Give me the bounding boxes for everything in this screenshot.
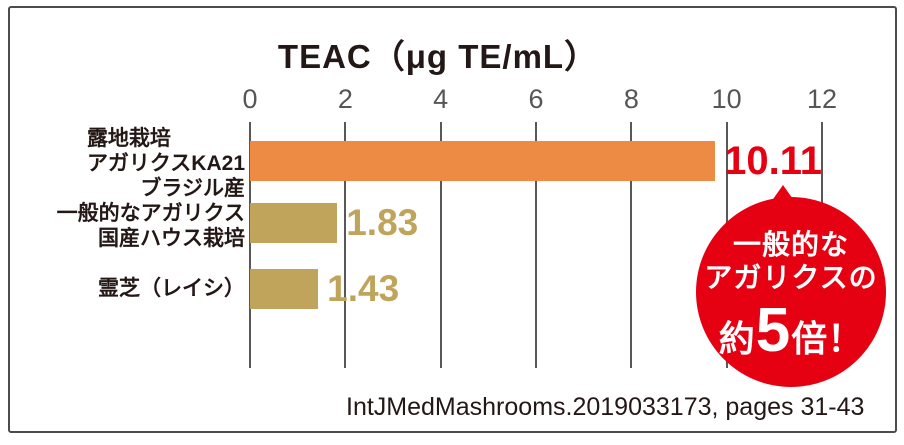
badge-text-line: 一般的な <box>732 229 849 260</box>
source-citation: IntJMedMashrooms.2019033173, pages 31-43 <box>346 393 865 421</box>
bar-row-reishi: 1.43 <box>250 268 822 309</box>
callout-badge: 一般的な アガリクスの 約 5 倍！ <box>696 185 886 387</box>
gridline <box>630 122 633 368</box>
x-axis-tick-label: 4 <box>433 84 449 114</box>
bar-label-agaricus-ka21: 露地栽培 アガリクスKA21 ブラジル産 <box>0 126 245 201</box>
bar-value-agaricus-ka21: 10.11 <box>724 138 822 183</box>
x-axis-tick-label: 12 <box>806 84 838 114</box>
bar-value-common-agaricus: 1.83 <box>346 202 419 243</box>
bar-label-line: 国産ハウス栽培 <box>98 227 245 250</box>
x-axis-tick-label: 10 <box>711 84 742 114</box>
badge-text-line: アガリクスの <box>704 262 878 293</box>
gridline <box>249 122 251 368</box>
badge-number: 5 <box>755 296 791 365</box>
badge-suffix-text: 倍！ <box>791 318 864 359</box>
x-axis-tick-label: 6 <box>528 84 544 114</box>
plot-area: 10.11 1.83 1.43 <box>249 122 823 368</box>
gridline <box>344 122 347 368</box>
bar-row-agaricus-ka21: 10.11 <box>250 138 822 183</box>
x-axis: 0 2 4 6 8 10 12 <box>242 84 837 114</box>
bar-label-line: ブラジル産 <box>140 177 245 200</box>
gridline <box>439 122 442 368</box>
bar-label-line: 霊芝（レイシ） <box>98 277 245 300</box>
bar-label-common-agaricus: 一般的なアガリクス 国産ハウス栽培 <box>0 201 245 251</box>
badge-text-multiplier: 約 5 倍！ <box>719 300 864 362</box>
bar-label-reishi: 霊芝（レイシ） <box>0 276 245 301</box>
x-axis-tick-label: 8 <box>623 84 639 114</box>
bar-agaricus-ka21 <box>250 141 716 181</box>
x-axis-tick-label: 2 <box>337 84 353 114</box>
gridline <box>535 122 537 368</box>
chart-title: TEAC（μg TE/mL） <box>277 38 599 75</box>
bar-row-common-agaricus: 1.83 <box>250 202 822 243</box>
bar-reishi <box>250 269 319 309</box>
bar-common-agaricus <box>250 203 338 243</box>
x-axis-tick-label: 0 <box>242 84 258 114</box>
bar-label-line: 一般的なアガリクス <box>56 202 245 225</box>
badge-approx-text: 約 <box>718 318 755 359</box>
bar-value-reishi: 1.43 <box>327 268 400 309</box>
bar-label-line: アガリクスKA21 <box>86 152 245 175</box>
bar-label-line: 露地栽培 <box>86 127 171 150</box>
callout-badge-tip-icon <box>759 185 807 219</box>
